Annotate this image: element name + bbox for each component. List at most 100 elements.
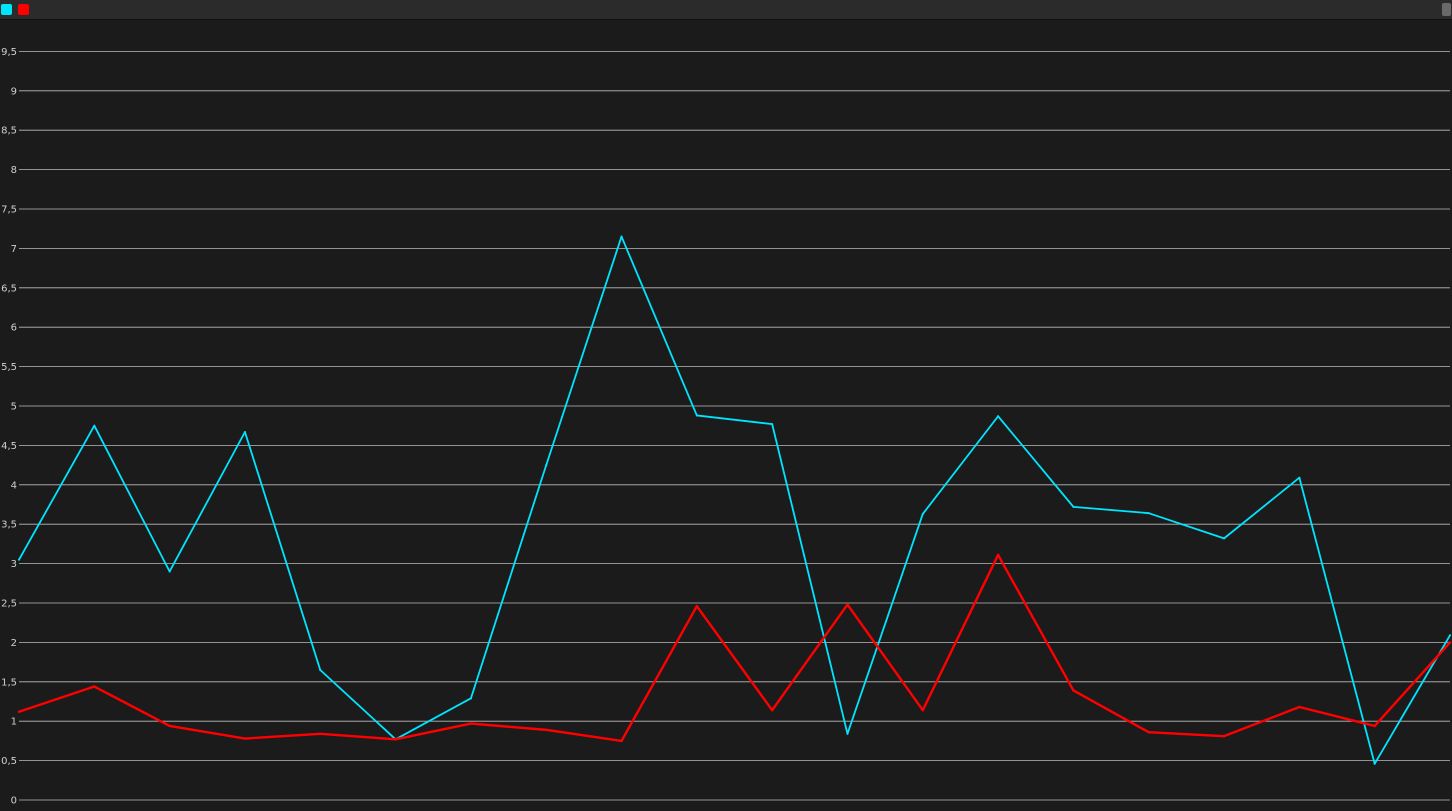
- data-point: [1223, 735, 1226, 738]
- y-tick-label: 7,5: [1, 205, 17, 216]
- y-tick-label: 5,5: [1, 362, 17, 373]
- legend-swatch-cyan-series[interactable]: [1, 4, 12, 15]
- y-tick-label: 5: [11, 402, 17, 413]
- line-segment: [394, 722, 473, 741]
- y-tick-label: 6,5: [1, 283, 17, 294]
- data-point: [319, 732, 322, 735]
- data-point: [846, 732, 849, 735]
- line-segment: [545, 235, 623, 467]
- line-segment: [18, 424, 96, 561]
- line-segment: [1147, 512, 1225, 540]
- data-point: [469, 697, 472, 700]
- data-point: [1449, 641, 1451, 644]
- line-segment: [620, 235, 698, 417]
- y-tick-label: 0: [11, 796, 17, 807]
- data-point: [1298, 706, 1301, 709]
- data-point: [620, 739, 623, 742]
- line-segment: [846, 513, 924, 735]
- line-segment: [545, 728, 623, 743]
- line-segment: [17, 685, 96, 713]
- y-axis-tick-labels: 0 0,5 1 1,5 2 2,5 3 3,5 4 4,5 5 5,5 6 6,5 7 7,5 8 8,5 9 9,5: [1, 47, 17, 807]
- line-segment: [1298, 705, 1376, 728]
- y-tick-label: 9,5: [1, 47, 17, 58]
- data-point: [695, 414, 698, 417]
- data-point: [93, 685, 96, 688]
- line-segment: [996, 553, 1075, 692]
- data-point: [620, 235, 623, 238]
- y-tick-label: 8: [11, 165, 17, 176]
- line-segment: [1072, 505, 1150, 515]
- line-segment: [846, 603, 924, 712]
- line-segment: [1298, 476, 1376, 765]
- line-segment: [244, 431, 322, 671]
- line-segment: [620, 604, 699, 743]
- data-point: [921, 512, 924, 515]
- line-segment: [168, 724, 247, 740]
- series-lines: [17, 235, 1452, 765]
- data-point: [168, 570, 171, 573]
- line-segment: [469, 722, 548, 732]
- data-point: [921, 709, 924, 712]
- data-point: [1072, 505, 1075, 508]
- line-segment: [695, 604, 774, 712]
- y-tick-label: 6: [11, 323, 17, 334]
- chart-area: 0 0,5 1 1,5 2 2,5 3 3,5 4 4,5 5 5,5 6 6,5 7 7,5 8 8,5 9 9,5: [0, 20, 1452, 811]
- line-segment: [921, 415, 1000, 515]
- line-segment: [1222, 705, 1301, 738]
- y-tick-label: 2: [11, 638, 17, 649]
- data-point: [771, 709, 774, 712]
- data-point: [1147, 731, 1150, 734]
- data-point: [997, 553, 1000, 556]
- line-segment: [997, 415, 1075, 508]
- data-point: [997, 415, 1000, 418]
- y-tick-label: 3: [11, 559, 17, 570]
- line-segment: [1223, 476, 1301, 540]
- legend-swatch-red-series[interactable]: [18, 4, 29, 15]
- scroll-handle[interactable]: [1442, 3, 1451, 16]
- y-tick-label: 7: [11, 244, 17, 255]
- data-point: [1373, 724, 1376, 727]
- data-point: [1072, 689, 1075, 692]
- chart-toolbar: [0, 0, 1452, 20]
- line-segment: [695, 414, 774, 426]
- y-tick-label: 4,5: [1, 441, 17, 452]
- data-point: [394, 738, 397, 741]
- line-segment: [93, 685, 171, 728]
- line-segment: [394, 697, 472, 741]
- data-point: [545, 464, 548, 467]
- y-tick-label: 8,5: [1, 126, 17, 137]
- line-segment: [319, 669, 397, 741]
- data-point: [695, 605, 698, 608]
- data-point: [168, 724, 171, 727]
- line-segment: [770, 603, 849, 712]
- y-tick-label: 4: [11, 480, 17, 491]
- data-point: [1147, 512, 1150, 515]
- data-point: [1449, 634, 1451, 637]
- data-point: [846, 603, 849, 606]
- line-segment: [1373, 641, 1452, 728]
- data-point: [771, 423, 774, 426]
- data-point: [545, 728, 548, 731]
- line-segment: [243, 732, 322, 740]
- y-tick-label: 1,5: [1, 677, 17, 688]
- y-tick-label: 2,5: [1, 599, 17, 610]
- data-point: [1373, 762, 1376, 765]
- data-point: [469, 722, 472, 725]
- line-segment: [1072, 689, 1150, 734]
- y-tick-label: 9: [11, 86, 17, 97]
- data-point: [1298, 476, 1301, 479]
- y-tick-label: 3,5: [1, 520, 17, 531]
- line-chart: 0 0,5 1 1,5 2 2,5 3 3,5 4 4,5 5 5,5 6 6,5 7 7,5 8 8,5 9 9,5: [0, 20, 1452, 811]
- series-line-2: [17, 553, 1452, 743]
- data-point: [319, 668, 322, 671]
- data-point: [18, 558, 20, 561]
- data-point: [243, 737, 246, 740]
- y-tick-label: 1: [11, 717, 17, 728]
- gridlines: [19, 50, 1450, 801]
- line-segment: [1147, 731, 1226, 738]
- line-segment: [921, 553, 1000, 712]
- line-segment: [319, 732, 397, 741]
- line-segment: [168, 431, 246, 573]
- series-line-1: [18, 235, 1451, 765]
- y-tick-label: 0,5: [1, 756, 17, 767]
